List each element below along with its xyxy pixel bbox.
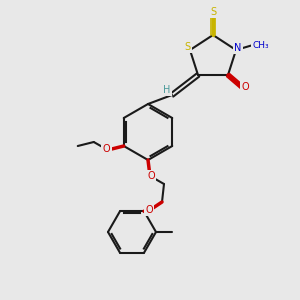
Text: O: O (241, 82, 249, 92)
Text: N: N (234, 43, 242, 53)
Text: O: O (145, 205, 153, 215)
Text: H: H (163, 85, 171, 95)
Text: S: S (210, 7, 216, 17)
Text: O: O (147, 171, 155, 181)
Text: CH₃: CH₃ (253, 40, 269, 50)
Text: S: S (184, 42, 190, 52)
Text: O: O (103, 144, 111, 154)
